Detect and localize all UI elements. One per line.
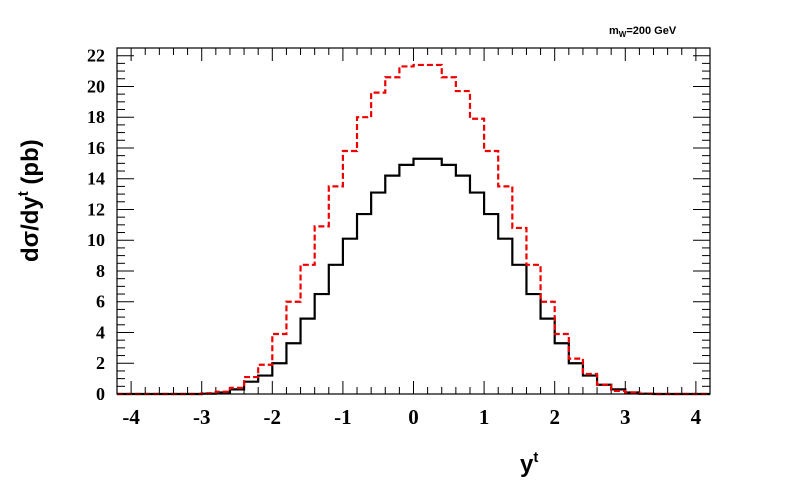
x-tick-label: 0 bbox=[408, 405, 419, 429]
y-tick-label: 12 bbox=[87, 199, 105, 219]
y-tick-labels: 0 2 4 6 8 10 12 14 16 18 20 22 bbox=[87, 46, 105, 404]
y-tick-label: 22 bbox=[87, 46, 105, 66]
plot-frame bbox=[116, 47, 711, 395]
x-tick-label: 4 bbox=[691, 405, 702, 429]
x-tick-labels: -4 -3 -2 -1 0 1 2 3 4 bbox=[122, 405, 701, 429]
x-axis-label: yt bbox=[520, 449, 538, 478]
y-tick-label: 10 bbox=[87, 230, 105, 250]
x-tick-label: 2 bbox=[549, 405, 560, 429]
axis-ticks bbox=[116, 47, 711, 395]
histogram-series bbox=[117, 63, 710, 396]
x-tick-label: 3 bbox=[620, 405, 631, 429]
y-tick-label: 8 bbox=[96, 261, 105, 281]
x-tick-label: -2 bbox=[264, 405, 282, 429]
y-tick-label: 4 bbox=[96, 322, 105, 342]
histogram-series-2 bbox=[117, 63, 710, 396]
y-tick-label: 18 bbox=[87, 107, 105, 127]
y-tick-label: 0 bbox=[96, 384, 105, 404]
mass-annotation: mW=200 GeV bbox=[609, 25, 677, 39]
y-tick-label: 16 bbox=[87, 138, 105, 158]
x-tick-label: -1 bbox=[334, 405, 352, 429]
x-tick-label: 1 bbox=[479, 405, 490, 429]
y-tick-label: 6 bbox=[96, 292, 105, 312]
y-tick-label: 2 bbox=[96, 353, 105, 373]
y-axis-label: dσ/dyt (pb) bbox=[15, 139, 44, 262]
y-tick-label: 20 bbox=[87, 76, 105, 96]
x-tick-label: -4 bbox=[122, 405, 140, 429]
x-tick-label: -3 bbox=[193, 405, 211, 429]
histogram-series-1 bbox=[117, 157, 710, 396]
y-tick-label: 14 bbox=[87, 169, 105, 189]
